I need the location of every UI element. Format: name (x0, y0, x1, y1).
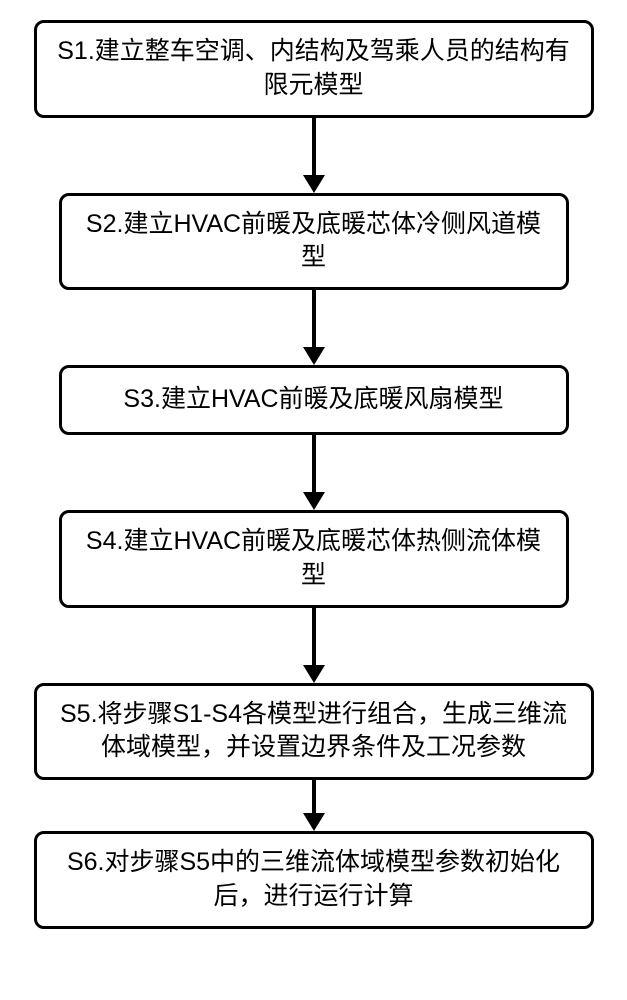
flowchart-step-s5: S5.将步骤S1-S4各模型进行组合，生成三维流体域模型，并设置边界条件及工况参… (34, 683, 594, 781)
arrow-line (312, 780, 316, 814)
arrow-s1-s2 (303, 118, 325, 193)
step-text: S6.对步骤S5中的三维流体域模型参数初始化后，进行运行计算 (55, 846, 573, 914)
arrow-head-icon (303, 347, 325, 365)
arrow-head-icon (303, 813, 325, 831)
arrow-line (312, 608, 316, 666)
arrow-s2-s3 (303, 290, 325, 365)
flowchart-step-s2: S2.建立HVAC前暖及底暖芯体冷侧风道模型 (59, 193, 569, 291)
flowchart-step-s3: S3.建立HVAC前暖及底暖风扇模型 (59, 365, 569, 435)
step-text: S1.建立整车空调、内结构及驾乘人员的结构有限元模型 (55, 35, 573, 103)
step-text: S5.将步骤S1-S4各模型进行组合，生成三维流体域模型，并设置边界条件及工况参… (55, 698, 573, 766)
arrow-s3-s4 (303, 435, 325, 510)
arrow-head-icon (303, 175, 325, 193)
flowchart-container: S1.建立整车空调、内结构及驾乘人员的结构有限元模型 S2.建立HVAC前暖及底… (0, 20, 627, 929)
arrow-s5-s6 (303, 780, 325, 831)
arrow-head-icon (303, 492, 325, 510)
flowchart-step-s1: S1.建立整车空调、内结构及驾乘人员的结构有限元模型 (34, 20, 594, 118)
step-text: S4.建立HVAC前暖及底暖芯体热侧流体模型 (80, 525, 548, 593)
arrow-line (312, 118, 316, 176)
arrow-head-icon (303, 665, 325, 683)
arrow-line (312, 435, 316, 493)
step-text: S3.建立HVAC前暖及底暖风扇模型 (123, 383, 503, 417)
flowchart-step-s4: S4.建立HVAC前暖及底暖芯体热侧流体模型 (59, 510, 569, 608)
arrow-line (312, 290, 316, 348)
arrow-s4-s5 (303, 608, 325, 683)
step-text: S2.建立HVAC前暖及底暖芯体冷侧风道模型 (80, 208, 548, 276)
flowchart-step-s6: S6.对步骤S5中的三维流体域模型参数初始化后，进行运行计算 (34, 831, 594, 929)
